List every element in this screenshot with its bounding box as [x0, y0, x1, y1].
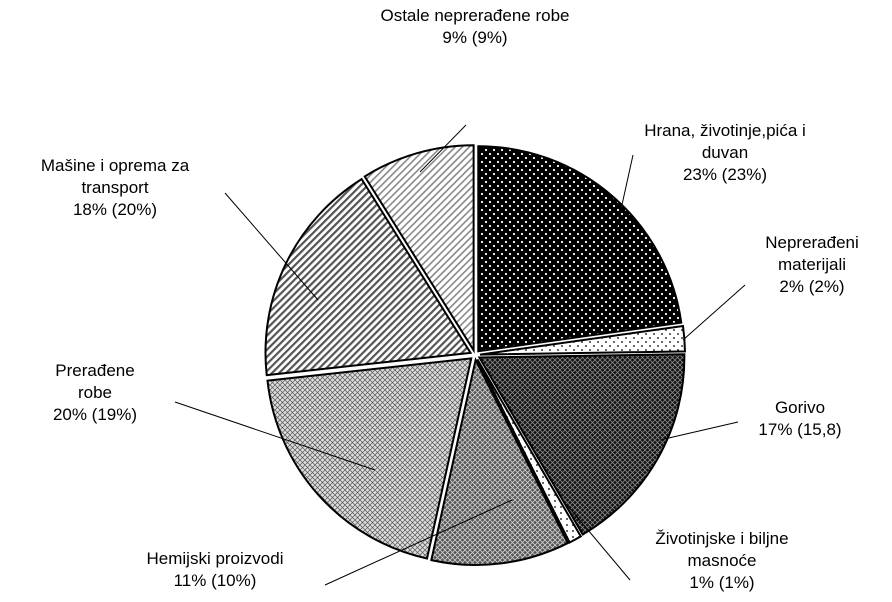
- slice-name: Ostale neprerađene robe: [380, 6, 570, 25]
- leader-line: [174, 401, 376, 471]
- pie-slice: [477, 145, 683, 353]
- slice-label: Mašine i oprema za transport 18% (20%): [10, 155, 220, 221]
- pie-slice: [477, 353, 686, 536]
- slice-value: 11% (10%): [173, 571, 257, 590]
- slice-name: Gorivo: [774, 398, 826, 417]
- slice-label: Gorivo 17% (15,8): [745, 397, 855, 441]
- leader-line: [224, 192, 319, 301]
- slice-name: Prerađene robe: [55, 361, 135, 402]
- leader-line: [566, 504, 631, 581]
- pie-slice: [363, 144, 475, 354]
- slice-name: Životinjske i biljne masnoće: [655, 529, 789, 570]
- leader-line: [659, 421, 739, 441]
- slice-label: Ostale neprerađene robe 9% (9%): [375, 5, 575, 49]
- slice-label: Životinjske i biljne masnoće 1% (1%): [627, 528, 817, 594]
- slice-value: 9% (9%): [442, 28, 508, 47]
- slice-name: Neprerađeni materijali: [765, 233, 859, 274]
- pie-slice: [430, 357, 570, 566]
- leader-line: [419, 124, 467, 173]
- slice-value: 20% (19%): [52, 405, 138, 424]
- leader-line: [611, 154, 634, 251]
- leader-line: [324, 499, 513, 586]
- slice-value: 2% (2%): [779, 277, 845, 296]
- slice-value: 18% (20%): [72, 200, 158, 219]
- slice-label: Prerađene robe 20% (19%): [45, 360, 145, 426]
- leader-line: [682, 284, 746, 341]
- slice-label: Neprerađeni materijali 2% (2%): [752, 232, 872, 298]
- pie-slice: [476, 358, 583, 544]
- slice-value: 1% (1%): [689, 573, 755, 592]
- slice-value: 17% (15,8): [758, 420, 842, 439]
- slice-value: 23% (23%): [682, 165, 768, 184]
- slice-name: Hemijski proizvodi: [146, 549, 284, 568]
- slice-label: Hrana, životinje,pića i duvan 23% (23%): [625, 120, 825, 186]
- slice-name: Hrana, životinje,pića i duvan: [644, 121, 806, 162]
- slice-label: Hemijski proizvodi 11% (10%): [100, 548, 330, 592]
- slice-name: Mašine i oprema za transport: [40, 156, 190, 197]
